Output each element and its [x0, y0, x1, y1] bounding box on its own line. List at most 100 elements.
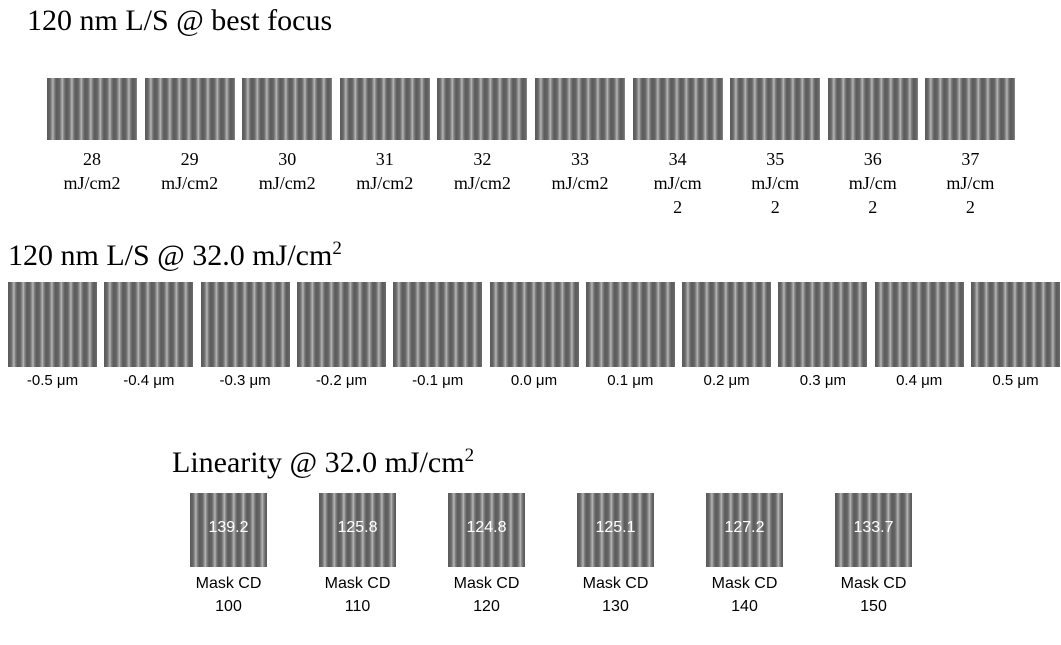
caption-line: 35: [730, 147, 820, 171]
image-caption: 0.5 μm: [968, 369, 1061, 393]
image-caption: 0.4 μm: [871, 369, 967, 393]
caption-line: Mask CD: [179, 572, 279, 595]
sem-image: [828, 78, 918, 140]
figure: 120 nm L/S @ best focus28mJ/cm229mJ/cm23…: [0, 0, 1061, 645]
caption-line: 31: [340, 147, 430, 171]
caption-line: 100: [179, 595, 279, 618]
caption-line: 0.3 μm: [775, 369, 871, 393]
caption-line: 2: [633, 195, 723, 219]
title-superscript: 2: [332, 238, 342, 259]
sem-image: [47, 78, 137, 140]
caption-line: mJ/cm2: [145, 171, 235, 195]
sem-image: 125.1: [577, 493, 654, 567]
title-superscript: 2: [465, 445, 475, 466]
caption-line: mJ/cm: [633, 171, 723, 195]
sem-image: [201, 282, 290, 367]
image-caption: 0.1 μm: [582, 369, 678, 393]
caption-line: Mask CD: [308, 572, 408, 595]
caption-line: Mask CD: [566, 572, 666, 595]
caption-line: 2: [828, 195, 918, 219]
sem-image: [875, 282, 964, 367]
cd-value: 127.2: [706, 519, 783, 537]
caption-line: mJ/cm2: [242, 171, 332, 195]
sem-image: [104, 282, 193, 367]
sem-image: [633, 78, 723, 140]
caption-line: -0.3 μm: [197, 369, 293, 393]
sem-image: [297, 282, 386, 367]
caption-line: 29: [145, 147, 235, 171]
cd-value: 133.7: [835, 519, 912, 537]
sem-image: 125.8: [319, 493, 396, 567]
image-caption: -0.4 μm: [101, 369, 197, 393]
image-caption: -0.2 μm: [293, 369, 389, 393]
sem-image: [393, 282, 482, 367]
section-title: Linearity @ 32.0 mJ/cm2: [172, 445, 474, 480]
caption-line: mJ/cm: [828, 171, 918, 195]
caption-line: Mask CD: [695, 572, 795, 595]
caption-line: 32: [437, 147, 527, 171]
caption-line: -0.5 μm: [5, 369, 101, 393]
section-title: 120 nm L/S @ best focus: [27, 4, 332, 38]
image-caption: 0.3 μm: [775, 369, 871, 393]
sem-image: [925, 78, 1015, 140]
caption-line: 28: [47, 147, 137, 171]
title-text: 120 nm L/S @ best focus: [27, 4, 332, 37]
sem-image: [437, 78, 527, 140]
caption-line: Mask CD: [824, 572, 924, 595]
sem-image: [490, 282, 579, 367]
caption-line: 130: [566, 595, 666, 618]
image-caption: -0.5 μm: [5, 369, 101, 393]
section-title: 120 nm L/S @ 32.0 mJ/cm2: [8, 238, 342, 273]
caption-line: 0.0 μm: [486, 369, 582, 393]
sem-image: [145, 78, 235, 140]
caption-line: 150: [824, 595, 924, 618]
cd-value: 124.8: [448, 519, 525, 537]
caption-line: mJ/cm2: [535, 171, 625, 195]
caption-line: 110: [308, 595, 408, 618]
image-caption: 0.0 μm: [486, 369, 582, 393]
cd-value: 125.1: [577, 519, 654, 537]
caption-line: -0.2 μm: [293, 369, 389, 393]
caption-line: 34: [633, 147, 723, 171]
caption-line: mJ/cm: [730, 171, 820, 195]
caption-line: mJ/cm: [925, 171, 1015, 195]
sem-image: 124.8: [448, 493, 525, 567]
sem-image: [535, 78, 625, 140]
caption-line: Mask CD: [437, 572, 537, 595]
caption-line: 33: [535, 147, 625, 171]
sem-image: 133.7: [835, 493, 912, 567]
image-caption: 0.2 μm: [679, 369, 775, 393]
caption-line: 2: [925, 195, 1015, 219]
caption-line: 36: [828, 147, 918, 171]
caption-line: 0.1 μm: [582, 369, 678, 393]
caption-line: mJ/cm2: [340, 171, 430, 195]
title-text: 120 nm L/S @ 32.0 mJ/cm: [8, 239, 332, 272]
cd-value: 125.8: [319, 519, 396, 537]
title-text: Linearity @ 32.0 mJ/cm: [172, 446, 465, 479]
caption-line: 2: [730, 195, 820, 219]
sem-image: 127.2: [706, 493, 783, 567]
caption-line: 0.4 μm: [871, 369, 967, 393]
sem-image: [8, 282, 97, 367]
sem-image: [242, 78, 332, 140]
caption-line: 0.2 μm: [679, 369, 775, 393]
sem-image: 139.2: [190, 493, 267, 567]
image-caption: -0.1 μm: [390, 369, 486, 393]
caption-line: 0.5 μm: [968, 369, 1061, 393]
caption-line: 120: [437, 595, 537, 618]
